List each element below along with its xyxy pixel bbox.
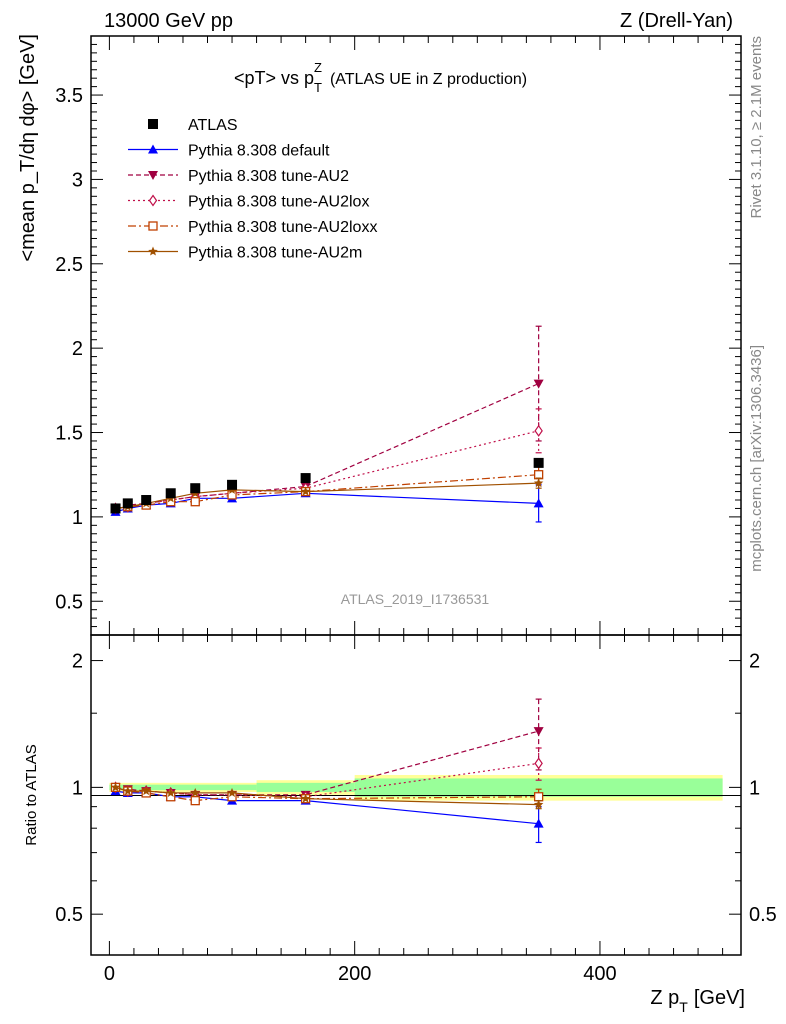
main-series-group (110, 325, 544, 523)
legend-marker (148, 171, 158, 180)
main-data-point (533, 498, 544, 508)
band-green (256, 782, 355, 793)
main-ytick-label: 2 (72, 338, 83, 360)
main-ytick-label: 3 (72, 169, 83, 191)
xlabel-main: Z p (650, 987, 679, 1009)
header-left: 13000 GeV pp (104, 10, 233, 32)
ratio-xlabel: Z pT [GeV] (650, 987, 745, 1015)
analysis-id: ATLAS_2019_I1736531 (341, 591, 490, 607)
ratio-ytick-label-right: 0.5 (749, 904, 777, 926)
legend-marker (148, 119, 158, 129)
legend-label: Pythia 8.308 tune-AU2loxx (188, 219, 377, 236)
ratio-data-point (141, 786, 151, 796)
ratio-data-point (534, 757, 543, 770)
ratio-series-line (115, 786, 539, 802)
legend-label: Pythia 8.308 tune-AU2m (188, 245, 362, 262)
main-ytick-label: 2.5 (55, 254, 83, 276)
xlabel-unit: [GeV] (694, 987, 745, 1009)
main-data-point (533, 379, 544, 389)
main-data-point (190, 497, 200, 507)
ratio-data-point (533, 727, 544, 737)
main-data-point (122, 498, 133, 509)
xtick-label: 400 (583, 963, 616, 985)
legend-label: Pythia 8.308 tune-AU2lox (188, 194, 369, 211)
legend: ATLAS Pythia 8.308 default Pythia 8.308 tu… (128, 117, 377, 262)
xlabel-sub: T (679, 999, 688, 1015)
ratio-ytick-label-right: 2 (749, 651, 760, 673)
main-data-point (190, 483, 201, 494)
main-ylabel: <mean p_T/dη dφ> [GeV] (17, 34, 39, 262)
axis-tick-labels: 0.5 1 1.5 2 2.5 3 3.5 0.5 0.5 1 1 2 2 0 200 400 (55, 85, 777, 985)
main-data-point (300, 486, 311, 496)
ratio-data-point (190, 795, 200, 806)
ratio-data-point (166, 787, 176, 797)
ratio-ytick-label: 1 (72, 777, 83, 799)
ratio-series-line (115, 786, 539, 806)
ratio-data-point (190, 787, 200, 797)
title-main: <pT> vs p (234, 68, 314, 88)
title-sup: Z (314, 60, 322, 75)
main-data-point (110, 503, 121, 514)
main-series-line (115, 383, 539, 510)
xtick-label: 0 (104, 963, 115, 985)
main-data-point (227, 490, 237, 500)
legend-marker (148, 246, 158, 256)
legend-label: Pythia 8.308 default (188, 143, 330, 160)
xtick-label: 200 (338, 963, 371, 985)
main-data-point (300, 473, 311, 484)
ratio-ytick-label: 0.5 (55, 904, 83, 926)
main-data-point (141, 495, 152, 506)
axis-ticks (91, 35, 741, 955)
ratio-series-group (110, 698, 544, 844)
main-series-line (115, 474, 539, 510)
rivet-label: Rivet 3.1.10, ≥ 2.1M events (748, 36, 765, 219)
ratio-frame (90, 634, 742, 956)
legend-marker (148, 221, 158, 231)
header-right: Z (Drell-Yan) (620, 10, 733, 32)
main-title: <pT> vs pTZ (ATLAS UE in Z production) (234, 60, 527, 95)
band-green (109, 784, 257, 791)
legend-marker (148, 194, 158, 207)
ratio-series-line (115, 730, 539, 796)
ratio-data-point (533, 818, 544, 828)
ratio-data-point (533, 792, 544, 802)
title-rest: (ATLAS UE in Z production) (330, 71, 527, 88)
legend-label: ATLAS (188, 117, 238, 134)
title-sub: T (314, 80, 322, 95)
legend-marker (148, 144, 158, 154)
ratio-data-point (533, 799, 544, 809)
ratio-data-point (123, 786, 133, 796)
ratio-data-point (110, 782, 121, 792)
mcplots-label: mcplots.cern.ch [arXiv:1306.3436] (748, 345, 765, 572)
ratio-data-point (300, 793, 311, 803)
main-ytick-label: 0.5 (55, 591, 83, 613)
ratio-data-point (227, 787, 237, 797)
main-ytick-label: 3.5 (55, 85, 83, 107)
main-data-point (533, 457, 544, 468)
ratio-uncertainty-bands (109, 774, 723, 801)
main-ytick-label: 1 (72, 507, 83, 529)
ratio-ytick-label-right: 1 (749, 777, 760, 799)
main-series-line (115, 482, 539, 510)
main-ytick-label: 1.5 (55, 423, 83, 445)
legend-label: Pythia 8.308 tune-AU2 (188, 168, 349, 185)
ratio-ytick-label: 2 (72, 651, 83, 673)
ratio-ylabel: Ratio to ATLAS (23, 744, 40, 845)
main-data-point (534, 424, 543, 437)
band-green (354, 778, 723, 797)
main-data-point (165, 488, 176, 499)
main-data-point (533, 478, 544, 488)
main-data-point (227, 479, 238, 490)
